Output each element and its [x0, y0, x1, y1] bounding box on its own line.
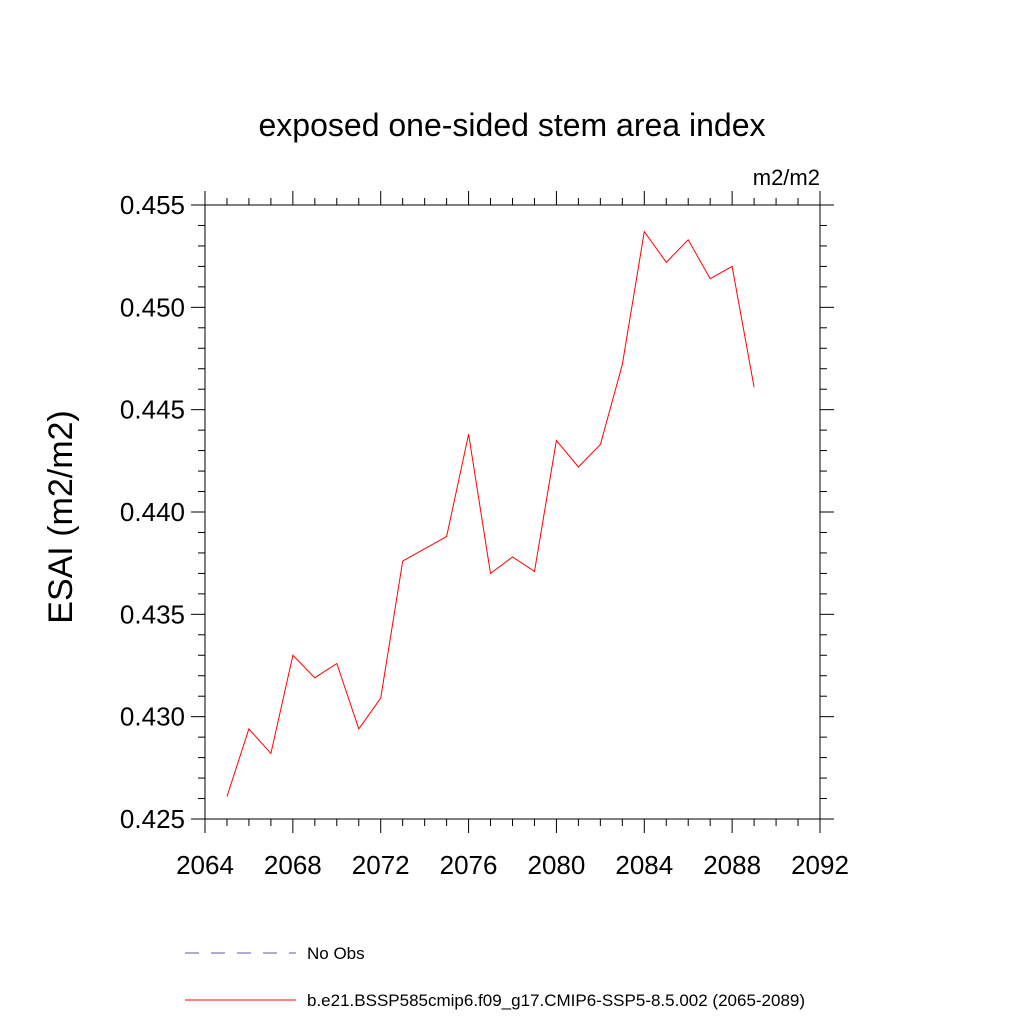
x-tick-label: 2068: [264, 850, 322, 880]
y-tick-label: 0.455: [120, 190, 185, 220]
y-axis-label: ESAI (m2/m2): [42, 410, 80, 623]
x-tick-label: 2076: [440, 850, 498, 880]
y-tick-label: 0.430: [120, 702, 185, 732]
x-tick-label: 2080: [528, 850, 586, 880]
chart-title: exposed one-sided stem area index: [259, 107, 766, 143]
plot-frame: [204, 204, 821, 820]
y-tick-labels: 0.425 0.430 0.435 0.440 0.445 0.450 0.455: [120, 190, 185, 834]
series-line: [226, 230, 755, 797]
y-tick-label: 0.450: [120, 292, 185, 322]
axis-ticks: [191, 191, 834, 833]
y-tick-label: 0.445: [120, 395, 185, 425]
x-tick-label: 2088: [703, 850, 761, 880]
x-tick-label: 2092: [791, 850, 849, 880]
units-label: m2/m2: [753, 165, 820, 190]
y-tick-label: 0.425: [120, 804, 185, 834]
legend: No Obs b.e21.BSSP585cmip6.f09_g17.CMIP6-…: [185, 944, 805, 1010]
legend-label-no-obs: No Obs: [307, 944, 365, 963]
series-group: [226, 230, 755, 797]
y-tick-label: 0.440: [120, 497, 185, 527]
legend-label-model: b.e21.BSSP585cmip6.f09_g17.CMIP6-SSP5-8.…: [307, 991, 805, 1010]
y-tick-label: 0.435: [120, 599, 185, 629]
x-tick-labels: 2064 2068 2072 2076 2080 2084 2088 2092: [176, 850, 849, 880]
x-tick-label: 2084: [615, 850, 673, 880]
x-tick-label: 2064: [176, 850, 234, 880]
x-tick-label: 2072: [352, 850, 410, 880]
